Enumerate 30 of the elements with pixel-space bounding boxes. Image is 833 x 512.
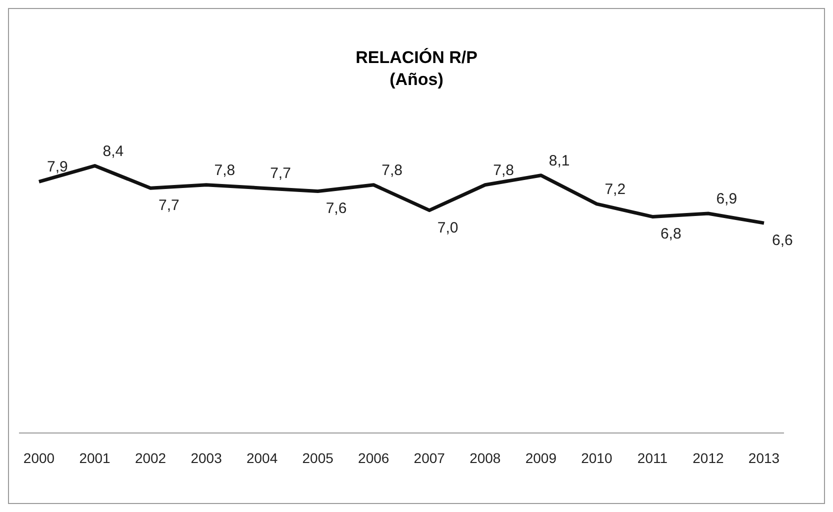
x-tick-label: 2003	[190, 450, 222, 466]
x-tick-label: 2004	[246, 450, 278, 466]
x-tick-label: 2008	[470, 450, 501, 466]
chart-title: RELACIÓN R/P	[354, 47, 478, 69]
x-tick-label: 2000	[23, 450, 55, 466]
data-label: 7,8	[214, 162, 236, 179]
data-label: 7,2	[604, 180, 626, 198]
data-label: 7,8	[382, 162, 402, 179]
x-tick-label: 2007	[414, 450, 446, 466]
x-tick-label: 2006	[358, 450, 390, 466]
data-label: 7,7	[158, 197, 180, 214]
data-label: 7,6	[326, 200, 347, 218]
data-label: 8,1	[548, 152, 570, 170]
x-tick-label: 2001	[79, 450, 111, 466]
x-tick-label: 2012	[692, 450, 724, 466]
x-tick-label: 2011	[637, 450, 668, 466]
x-tick-label: 2005	[302, 450, 334, 466]
x-tick-label: 2010	[581, 450, 612, 466]
x-tick-label: 2013	[748, 450, 780, 466]
x-tick-label: 2009	[525, 450, 557, 466]
data-label: 7,7	[270, 165, 291, 182]
x-tick-label: 2002	[134, 450, 166, 466]
data-label: 6,6	[772, 232, 793, 250]
data-label: 7,8	[493, 162, 514, 179]
chart-subtitle: (Años)	[388, 69, 444, 91]
data-label: 7,0	[437, 219, 458, 236]
data-label: 6,8	[660, 226, 682, 243]
data-label: 6,9	[716, 190, 738, 208]
data-label: 8,4	[102, 142, 124, 160]
data-label: 7,9	[47, 158, 68, 176]
